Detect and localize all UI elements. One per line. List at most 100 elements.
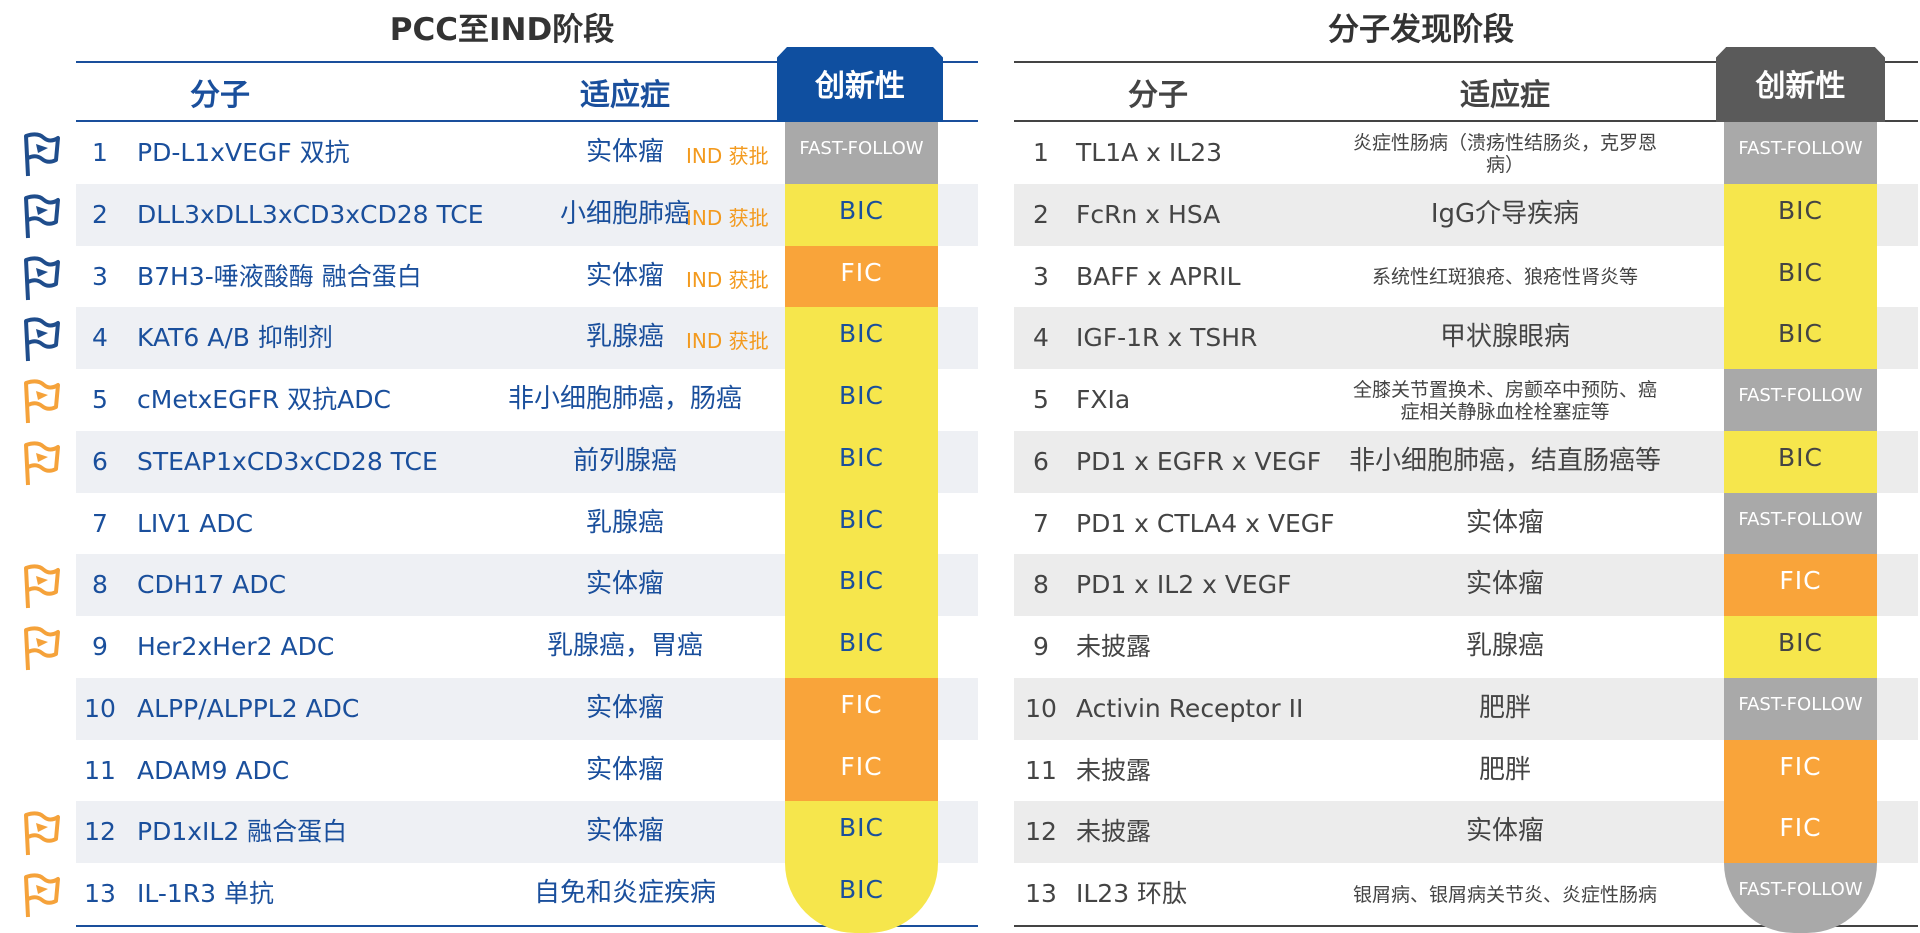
innovation-cell: BIC bbox=[785, 307, 938, 369]
note: IND 获批 bbox=[686, 144, 769, 168]
molecule: PD1xIL2 融合蛋白 bbox=[137, 817, 348, 847]
row-number: 6 bbox=[92, 446, 108, 476]
innovation-label: BIC bbox=[839, 813, 884, 843]
molecule: PD1 x EGFR x VEGF bbox=[1076, 446, 1322, 476]
innovation-cell: BIC bbox=[785, 183, 938, 246]
molecule: 未披露 bbox=[1076, 632, 1152, 661]
flag bbox=[24, 255, 60, 300]
molecule: KAT6 A/B 抑制剂 bbox=[137, 323, 333, 353]
innovation-label: FAST-FOLLOW bbox=[1738, 508, 1863, 530]
innovation-cell: FIC bbox=[785, 677, 938, 740]
molecule: IL-1R3 单抗 bbox=[137, 879, 275, 908]
row-number: 12 bbox=[1025, 817, 1057, 847]
indication: 甲状腺眼病 bbox=[1439, 322, 1570, 353]
indication: 乳腺癌 bbox=[585, 322, 664, 353]
note: IND 获批 bbox=[686, 329, 769, 354]
molecule: DLL3xDLL3xCD3xCD28 TCE bbox=[137, 199, 484, 229]
innovation-label: FIC bbox=[840, 751, 883, 781]
row-number: 3 bbox=[92, 261, 108, 291]
innovation-label: FAST-FOLLOW bbox=[1738, 138, 1863, 159]
indication: 全膝关节置换术、房颤卒中预防、癌症相关静脉血栓栓塞症等 bbox=[1352, 378, 1657, 423]
flag bbox=[24, 379, 60, 424]
row-number: 10 bbox=[84, 693, 116, 723]
innovation-cell: BIC bbox=[785, 554, 938, 616]
indication: 乳腺癌 bbox=[585, 507, 664, 538]
innovation-label: BIC bbox=[839, 319, 884, 349]
indication: 实体瘤 bbox=[1465, 507, 1544, 538]
molecule: IL23 环肽 bbox=[1076, 879, 1188, 908]
header: 创新性 bbox=[1755, 69, 1846, 104]
innovation-cell: BIC bbox=[785, 492, 938, 555]
innovation-cell: BIC bbox=[1724, 430, 1877, 493]
indication: 自免和炎症疾病 bbox=[533, 878, 716, 908]
flag bbox=[24, 564, 60, 609]
note: IND 获批 bbox=[686, 267, 769, 292]
row-number: 4 bbox=[1033, 323, 1049, 353]
molecule: LIV1 ADC bbox=[137, 508, 254, 538]
molecule: CDH17 ADC bbox=[137, 570, 287, 600]
innovation-label: FAST-FOLLOW bbox=[1738, 385, 1863, 406]
row-number: 12 bbox=[84, 817, 116, 847]
innovation-label: BIC bbox=[839, 875, 884, 904]
innovation-label: FAST-FOLLOW bbox=[1738, 879, 1863, 900]
table-title: 分子发现阶段 bbox=[1328, 12, 1514, 48]
indication: 炎症性肠病（溃疡性结肠炎，克罗恩病） bbox=[1352, 131, 1657, 176]
indication: IgG介导疾病 bbox=[1430, 198, 1580, 229]
header-tab bbox=[777, 47, 943, 122]
innovation-cell: FAST-FOLLOW bbox=[1724, 677, 1877, 740]
innovation-cell: FAST-FOLLOW bbox=[1724, 122, 1877, 184]
molecule: Her2xHer2 ADC bbox=[137, 632, 335, 661]
flag bbox=[24, 811, 60, 856]
row-number: 6 bbox=[1033, 446, 1049, 476]
innovation-label: BIC bbox=[839, 195, 884, 225]
molecule: ALPP/ALPPL2 ADC bbox=[137, 693, 360, 723]
molecule: Activin Receptor II bbox=[1076, 693, 1304, 723]
molecule: FcRn x HSA bbox=[1076, 199, 1221, 229]
row-number: 3 bbox=[1033, 261, 1049, 291]
indication: 乳腺癌 bbox=[1465, 631, 1544, 661]
innovation-label: FIC bbox=[1779, 813, 1822, 843]
molecule: STEAP1xCD3xCD28 TCE bbox=[137, 446, 438, 476]
indication: 实体瘤 bbox=[585, 569, 664, 600]
innovation-cell: FIC bbox=[1724, 554, 1877, 616]
innovation-label: FIC bbox=[1779, 751, 1822, 781]
flag bbox=[24, 132, 60, 177]
innovation-label: BIC bbox=[1778, 319, 1823, 349]
innovation-cell: BIC bbox=[785, 616, 938, 678]
rule bbox=[1014, 120, 1918, 122]
molecule: B7H3-唾液酸酶 融合蛋白 bbox=[137, 261, 422, 291]
indication: 银屑病、银屑病关节炎、炎症性肠病 bbox=[1352, 883, 1657, 906]
flag bbox=[24, 441, 60, 485]
innovation-cell: FAST-FOLLOW bbox=[1724, 492, 1877, 555]
row-number: 11 bbox=[1025, 755, 1057, 785]
indication: 实体瘤 bbox=[1465, 816, 1544, 847]
innovation-cell: BIC bbox=[1724, 307, 1877, 369]
rule bbox=[1014, 61, 1918, 63]
row-number: 2 bbox=[1033, 199, 1049, 229]
row-number: 10 bbox=[1025, 693, 1057, 723]
innovation-label: BIC bbox=[1778, 195, 1823, 225]
innovation-label: BIC bbox=[839, 381, 884, 410]
flag bbox=[24, 873, 60, 918]
molecule: BAFF x APRIL bbox=[1076, 261, 1241, 291]
row-number: 5 bbox=[92, 385, 108, 414]
row-number: 4 bbox=[92, 323, 108, 353]
row-number: 13 bbox=[84, 879, 116, 908]
row-number: 7 bbox=[1033, 508, 1049, 538]
innovation-label: FIC bbox=[840, 689, 883, 719]
indication: 实体瘤 bbox=[585, 692, 664, 723]
row-number: 8 bbox=[1033, 570, 1049, 600]
row-number: 8 bbox=[92, 570, 108, 600]
row-number: 1 bbox=[92, 138, 108, 167]
innovation-cell: BIC bbox=[1724, 183, 1877, 246]
header: 适应症 bbox=[1460, 78, 1550, 113]
row-number: 2 bbox=[92, 199, 108, 229]
rule bbox=[1014, 924, 1918, 927]
note: IND 获批 bbox=[686, 205, 769, 230]
innovation-cell: FAST-FOLLOW bbox=[1724, 863, 1877, 933]
innovation-cell: BIC bbox=[785, 801, 938, 863]
molecule: IGF-1R x TSHR bbox=[1076, 323, 1258, 353]
header: 分子 bbox=[1128, 78, 1188, 113]
innovation-label: BIC bbox=[839, 504, 884, 534]
indication: 小细胞肺癌 bbox=[559, 198, 690, 229]
